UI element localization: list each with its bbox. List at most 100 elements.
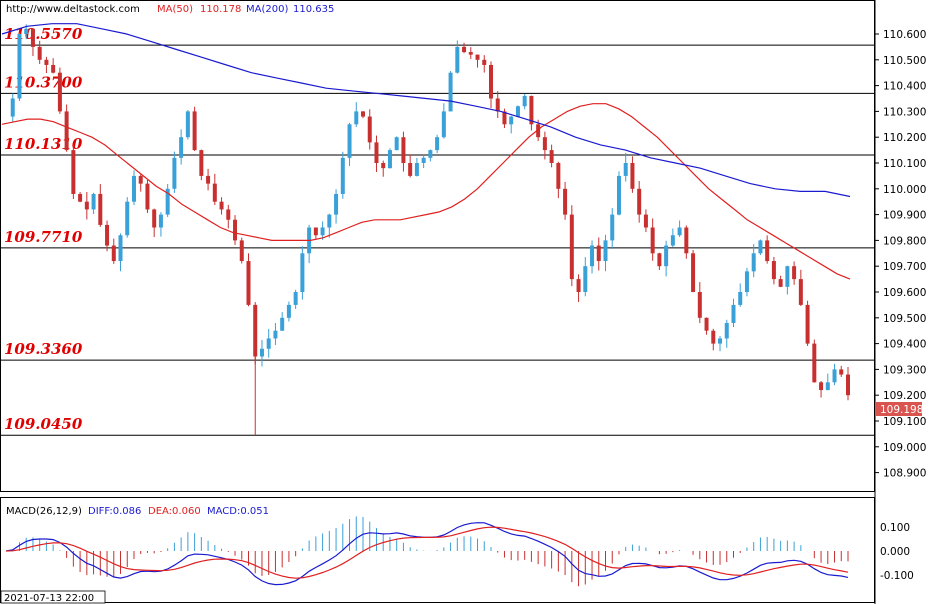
candle-body [738, 292, 743, 305]
candle-body [563, 188, 568, 215]
candle-body [583, 266, 588, 292]
candle-body [286, 304, 291, 318]
candle-body [488, 64, 493, 99]
candle-body [78, 193, 83, 202]
candle-body [805, 304, 810, 344]
price-tick-label: 110.300 [883, 106, 926, 118]
price-tick-label: 109.500 [883, 313, 926, 325]
candle-body [367, 116, 372, 143]
macd-histogram [12, 516, 849, 587]
candle-body [408, 163, 413, 176]
candle-body [340, 157, 345, 194]
candle-body [751, 253, 756, 272]
candle-body [825, 382, 830, 391]
candle-body [495, 98, 500, 112]
candle-body [192, 111, 197, 151]
price-tick-label: 110.100 [883, 158, 926, 170]
candle-body [158, 214, 163, 228]
candle-body [30, 28, 35, 47]
price-tick-label: 110.200 [883, 132, 926, 144]
candle-body [51, 64, 56, 73]
candle-body [522, 95, 527, 107]
date-label: 2021-07-13 22:00 [4, 593, 94, 604]
price-tick-label: 109.000 [883, 442, 926, 454]
candle-body [152, 209, 157, 228]
candle-body [414, 163, 419, 176]
candle-body [300, 253, 305, 292]
candle-body [118, 235, 123, 262]
price-tick-label: 110.500 [883, 55, 926, 67]
candle-body [509, 116, 514, 125]
candle-body [590, 245, 595, 267]
candle-body [441, 111, 446, 138]
candle-body [212, 183, 217, 202]
candle-body [664, 245, 669, 267]
candle-body [233, 219, 238, 241]
candle-body [91, 193, 96, 210]
price-tick-label: 109.300 [883, 364, 926, 376]
candle-body [650, 227, 655, 254]
candle-body [637, 188, 642, 215]
candle-body [24, 28, 29, 34]
macd-ytick: 0.000 [880, 546, 910, 558]
ma200-line [1, 23, 851, 198]
price-tick-label: 110.400 [883, 81, 926, 93]
candle-body [280, 317, 285, 331]
level-label: 110.3700 [4, 73, 83, 91]
candle-body [125, 201, 130, 236]
price-tick-label: 110.000 [883, 184, 926, 196]
candle-body [44, 59, 49, 65]
candle-body [17, 34, 22, 99]
candle-body [603, 240, 608, 262]
candle-body [846, 374, 850, 396]
candle-body [529, 95, 534, 125]
candle-body [515, 106, 520, 117]
candle-body [475, 54, 480, 60]
candle-body [832, 369, 837, 383]
candle-body [57, 72, 62, 112]
level-label: 109.0450 [4, 415, 83, 433]
candle-body [354, 111, 359, 125]
candle-body [435, 137, 440, 151]
source-url[interactable]: http://www.deltastock.com [6, 4, 140, 15]
level-label: 110.5570 [4, 25, 83, 43]
candle-body [165, 188, 170, 215]
ma50-label: MA(50) [157, 4, 193, 15]
candle-body [677, 227, 682, 236]
candle-body [643, 214, 648, 228]
price-tick-label: 109.900 [883, 210, 926, 222]
candle-body [697, 292, 702, 318]
candle-body [569, 214, 574, 280]
candle-body [401, 137, 406, 163]
candle-body [347, 124, 352, 158]
candle-body [394, 137, 399, 151]
candle-body [576, 279, 581, 292]
candle-body [179, 137, 184, 158]
ma50-line [1, 103, 851, 280]
candle-body [798, 279, 803, 305]
candle-body [10, 98, 15, 117]
current-price-badge [876, 402, 922, 416]
candle-body [105, 224, 110, 246]
candle-body [84, 201, 89, 210]
price-tick-label: 109.800 [883, 235, 926, 247]
candle-body [623, 163, 628, 176]
candle-body [374, 142, 379, 163]
macd-ytick: 0.100 [880, 522, 910, 534]
candle-body [839, 369, 844, 375]
candle-body [185, 111, 190, 138]
candle-body [111, 245, 116, 262]
current-price-text: 109.198 [880, 404, 923, 416]
candle-body [131, 175, 136, 202]
candle-body [259, 348, 264, 357]
candle-body [293, 292, 298, 305]
macd-diff-label: DIFF:0.086 [88, 506, 141, 517]
ma200-value: 110.635 [293, 4, 334, 15]
candle-body [361, 111, 366, 117]
candle-body [206, 175, 211, 184]
support-resistance-levels: 110.5570 110.3700 110.1310 109.7710 109.3360… [1, 25, 875, 436]
candle-body [455, 46, 460, 73]
candle-body [812, 343, 817, 383]
candle-body [596, 245, 601, 262]
